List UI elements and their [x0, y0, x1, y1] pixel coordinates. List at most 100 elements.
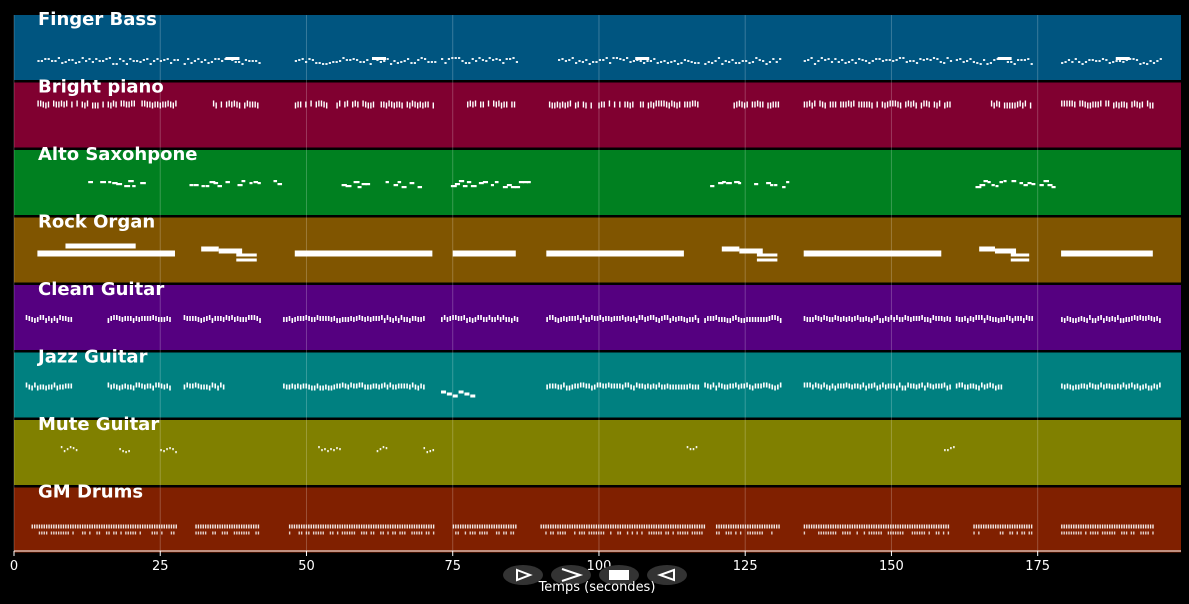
- note: [212, 524, 214, 529]
- note: [605, 57, 608, 59]
- note: [975, 315, 977, 320]
- track-piano[interactable]: [14, 82, 1181, 148]
- note: [933, 524, 935, 529]
- track-sax[interactable]: [14, 150, 1181, 215]
- note: [242, 317, 245, 322]
- note: [360, 531, 363, 535]
- rewind-button[interactable]: [647, 565, 687, 585]
- note: [815, 524, 818, 529]
- note: [39, 315, 42, 320]
- note: [1095, 60, 1098, 62]
- note: [291, 524, 293, 529]
- note: [423, 524, 425, 529]
- note: [712, 316, 715, 321]
- track-mute[interactable]: [14, 420, 1181, 485]
- note: [738, 62, 741, 64]
- note: [905, 61, 908, 63]
- track-jazz[interactable]: [14, 352, 1181, 418]
- note: [845, 101, 847, 108]
- track-drums[interactable]: [14, 487, 1181, 553]
- note: [42, 101, 44, 108]
- stop-button[interactable]: [599, 565, 639, 585]
- note: [646, 524, 648, 529]
- note: [672, 524, 674, 529]
- note: [95, 58, 98, 60]
- note: [1006, 61, 1009, 63]
- note: [582, 382, 585, 388]
- note: [610, 524, 612, 529]
- note: [149, 316, 152, 321]
- track-label: Alto Saxohpone: [38, 144, 198, 165]
- note: [214, 531, 216, 535]
- forward-button[interactable]: [551, 565, 591, 585]
- playback-controls[interactable]: [503, 565, 687, 585]
- note: [980, 315, 983, 320]
- note: [156, 531, 158, 535]
- note: [987, 181, 991, 184]
- note: [694, 62, 697, 64]
- note: [300, 524, 303, 529]
- note: [310, 100, 312, 107]
- note: [701, 524, 703, 529]
- track-bass[interactable]: [14, 15, 1181, 80]
- play-button[interactable]: [503, 565, 543, 585]
- note: [727, 531, 730, 535]
- note: [371, 57, 386, 60]
- note: [614, 524, 617, 529]
- note: [1113, 102, 1115, 109]
- note: [336, 524, 339, 529]
- note: [98, 531, 101, 535]
- note: [341, 531, 344, 535]
- note: [851, 59, 854, 61]
- note: [820, 524, 822, 529]
- note: [62, 531, 65, 535]
- note: [999, 531, 1002, 535]
- note: [175, 100, 177, 107]
- note: [1094, 524, 1097, 529]
- note: [1152, 524, 1154, 529]
- track-guitar[interactable]: [14, 285, 1181, 350]
- control-background: [503, 565, 543, 585]
- note: [766, 182, 772, 185]
- note: [658, 100, 660, 107]
- note: [683, 59, 687, 61]
- note: [635, 57, 650, 60]
- note: [565, 385, 568, 391]
- x-axis-label: Temps (secondes): [538, 580, 656, 595]
- note: [200, 61, 203, 63]
- note: [660, 100, 663, 107]
- note: [762, 101, 764, 108]
- note: [846, 531, 849, 535]
- note: [353, 181, 360, 184]
- note: [782, 186, 786, 189]
- note: [892, 531, 894, 535]
- note: [906, 524, 909, 529]
- note: [814, 100, 816, 107]
- note: [639, 60, 642, 62]
- note: [723, 524, 725, 529]
- note: [100, 181, 107, 184]
- note: [320, 531, 322, 535]
- note: [197, 531, 200, 535]
- note: [377, 524, 380, 529]
- track-organ[interactable]: [14, 217, 1181, 283]
- note: [113, 531, 115, 535]
- note: [1071, 100, 1073, 107]
- note: [912, 100, 915, 107]
- note: [105, 58, 108, 60]
- note: [1119, 318, 1122, 323]
- note: [370, 524, 372, 529]
- note: [949, 60, 953, 62]
- note: [152, 385, 154, 391]
- note: [327, 450, 329, 453]
- note: [153, 524, 156, 529]
- note: [757, 383, 760, 389]
- note: [416, 531, 418, 535]
- note: [999, 181, 1004, 184]
- note: [671, 100, 673, 107]
- note: [91, 102, 94, 109]
- note: [1133, 384, 1136, 390]
- note: [621, 315, 624, 320]
- note: [762, 60, 765, 62]
